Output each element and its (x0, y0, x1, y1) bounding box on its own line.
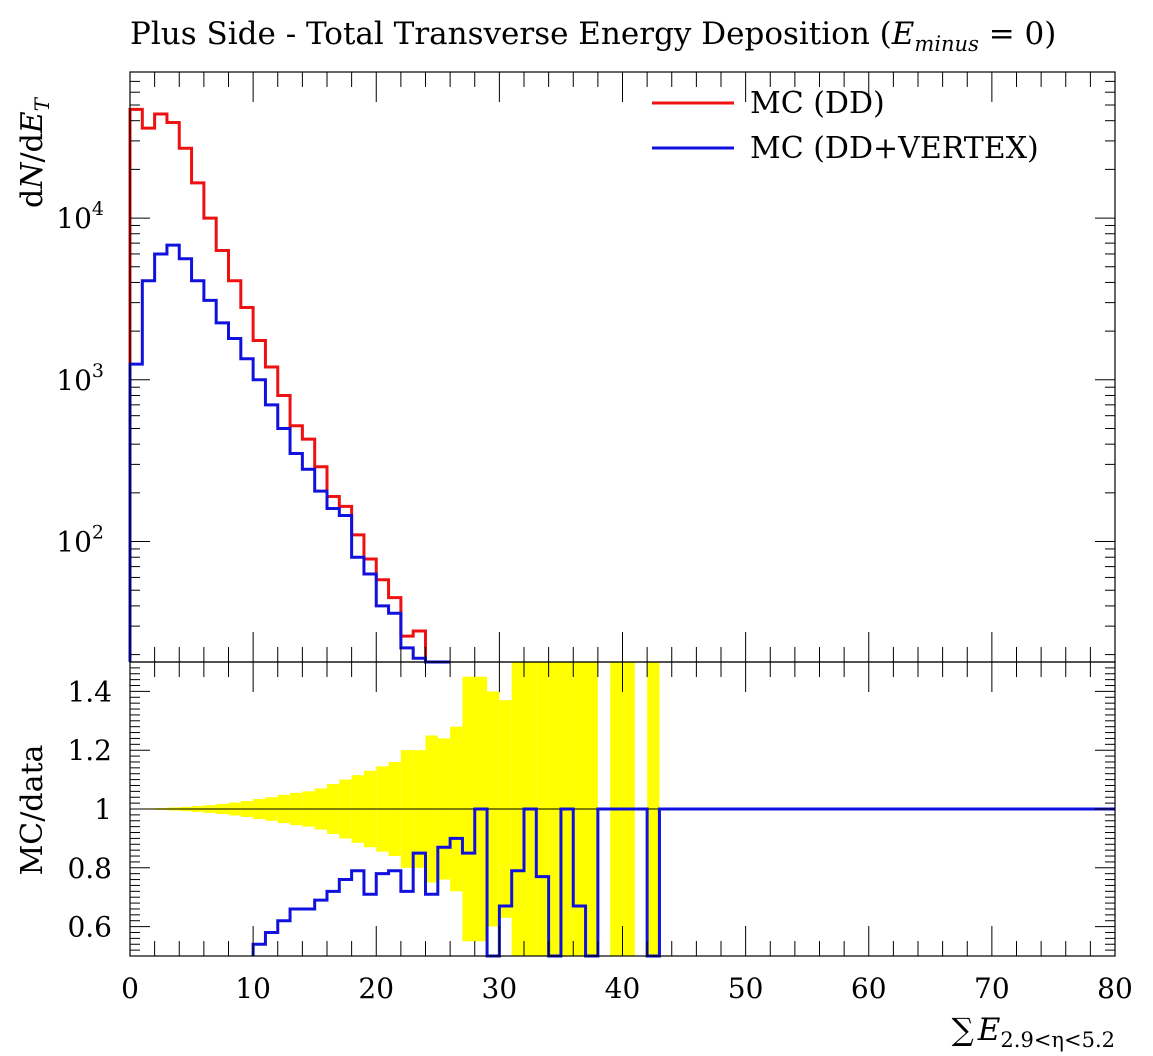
ratio-y-tick-label-2: 1 (94, 793, 112, 826)
x-tick-label-0: 0 (121, 972, 139, 1005)
ratio-panel-ticks: 0.6 0.8 1 1.2 1.4 0 10 20 30 40 50 60 70 80 (67, 661, 1133, 1005)
top-y-axis-label: dN/dET (15, 96, 54, 208)
ratio-y-axis-label: MC/data (15, 744, 50, 875)
x-tick-label-1: 10 (235, 972, 271, 1005)
top-y-tick-label-0: 102 (56, 522, 104, 559)
legend: MC (DD) MC (DD+VERTEX) (652, 86, 1039, 166)
top-series-line-1 (128, 243, 451, 664)
x-tick-label-4: 40 (605, 972, 641, 1005)
ratio-y-tick-label-3: 1.2 (67, 734, 112, 767)
top-y-tick-label-2: 104 (56, 198, 104, 235)
x-tick-label-3: 30 (482, 972, 518, 1005)
ratio-y-tick-label-1: 0.8 (67, 852, 112, 885)
ratio-panel-frame (129, 661, 1116, 957)
top-panel-ticks: 102 103 104 (56, 71, 1116, 662)
ratio-panel-series (251, 807, 1115, 958)
chart-title: Plus Side - Total Transverse Energy Depo… (130, 16, 1056, 56)
top-y-tick-label-1: 103 (56, 360, 104, 397)
x-tick-label-5: 50 (728, 972, 764, 1005)
x-tick-label-2: 20 (358, 972, 394, 1005)
legend-label-mc-dd-vertex: MC (DD+VERTEX) (750, 131, 1039, 166)
ratio-y-tick-label-0: 0.6 (67, 911, 112, 944)
x-axis-label: ∑ E2.9<η<5.2 (952, 1012, 1115, 1052)
top-panel-series (128, 107, 451, 664)
x-tick-label-6: 60 (851, 972, 887, 1005)
x-tick-label-7: 70 (974, 972, 1010, 1005)
legend-label-mc-dd: MC (DD) (750, 86, 885, 121)
x-tick-label-8: 80 (1097, 972, 1133, 1005)
top-series-line-0 (128, 107, 451, 664)
ratio-series-line-0 (251, 807, 1115, 958)
ratio-y-tick-label-4: 1.4 (67, 675, 112, 708)
